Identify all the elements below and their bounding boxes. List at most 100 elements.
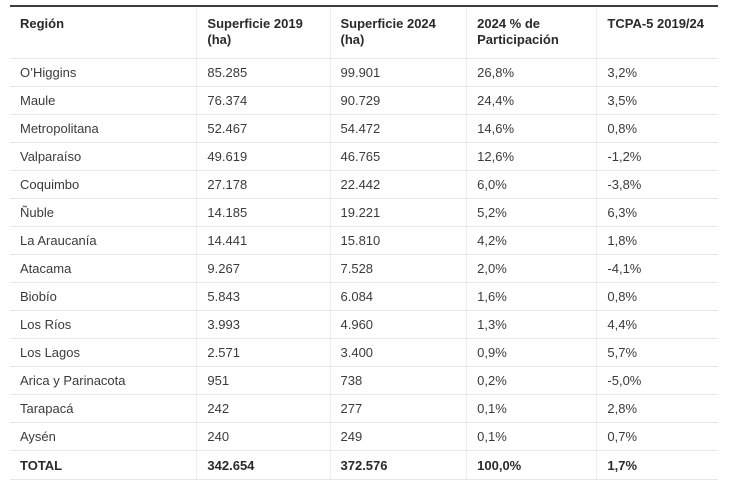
value-cell: 4,4% [596,310,718,339]
value-cell: 52.467 [196,114,330,143]
region-cell: Ñuble [10,198,197,227]
value-cell: 3,5% [596,86,718,115]
value-cell: 5,2% [466,198,597,227]
region-cell: Los Ríos [10,310,197,339]
value-cell: 49.619 [196,142,330,171]
value-cell: 76.374 [196,86,330,115]
value-cell: 5.843 [196,282,330,311]
regions-table: Región Superficie 2019 (ha) Superficie 202… [10,5,718,480]
region-cell: Valparaíso [10,142,197,171]
region-cell: Metropolitana [10,114,197,143]
value-cell: -3,8% [596,170,718,199]
value-cell: 0,2% [466,366,597,395]
total-value-cell: 100,0% [466,450,597,480]
value-cell: 2,0% [466,254,597,283]
table-header-row: Región Superficie 2019 (ha) Superficie 202… [10,5,718,59]
value-cell: 242 [196,394,330,423]
value-cell: 14.185 [196,198,330,227]
value-cell: 5,7% [596,338,718,367]
value-cell: 9.267 [196,254,330,283]
value-cell: -5,0% [596,366,718,395]
value-cell: -4,1% [596,254,718,283]
value-cell: 46.765 [329,142,467,171]
value-cell: 27.178 [196,170,330,199]
value-cell: 14.441 [196,226,330,255]
header-cell-1: Superficie 2019 (ha) [196,5,330,59]
table-row: La Araucanía 14.441 15.810 4,2% 1,8% [10,226,718,255]
region-cell: Aysén [10,422,197,451]
value-cell: 2,8% [596,394,718,423]
table-row: Ñuble 14.185 19.221 5,2% 6,3% [10,198,718,227]
value-cell: 738 [329,366,467,395]
value-cell: 0,8% [596,114,718,143]
value-cell: 99.901 [329,58,467,87]
value-cell: 90.729 [329,86,467,115]
table-footer: TOTAL 342.654 372.576 100,0% 1,7% [10,450,718,480]
value-cell: 54.472 [329,114,467,143]
table-row: Maule 76.374 90.729 24,4% 3,5% [10,86,718,115]
value-cell: 1,3% [466,310,597,339]
total-label-cell: TOTAL [10,450,197,480]
value-cell: 3.400 [329,338,467,367]
value-cell: 3.993 [196,310,330,339]
total-row: TOTAL 342.654 372.576 100,0% 1,7% [10,450,718,480]
total-value-cell: 1,7% [596,450,718,480]
table-row: Valparaíso 49.619 46.765 12,6% -1,2% [10,142,718,171]
table-row: Biobío 5.843 6.084 1,6% 0,8% [10,282,718,311]
table-header: Región Superficie 2019 (ha) Superficie 202… [10,5,718,59]
table-row: Coquimbo 27.178 22.442 6,0% -3,8% [10,170,718,199]
header-cell-0: Región [10,5,197,59]
value-cell: 1,6% [466,282,597,311]
region-cell: Maule [10,86,197,115]
total-value-cell: 372.576 [329,450,467,480]
table-body: O’Higgins 85.285 99.901 26,8% 3,2% Maule 76.37… [10,58,718,451]
region-cell: Coquimbo [10,170,197,199]
table-row: Aysén 240 249 0,1% 0,7% [10,422,718,451]
table-row: Los Ríos 3.993 4.960 1,3% 4,4% [10,310,718,339]
region-cell: O’Higgins [10,58,197,87]
value-cell: 0,1% [466,422,597,451]
region-cell: Los Lagos [10,338,197,367]
header-cell-3: 2024 % de Participación [466,5,597,59]
header-cell-2: Superficie 2024 (ha) [329,5,467,59]
value-cell: 240 [196,422,330,451]
value-cell: 2.571 [196,338,330,367]
value-cell: 4,2% [466,226,597,255]
value-cell: 951 [196,366,330,395]
table-row: Arica y Parinacota 951 738 0,2% -5,0% [10,366,718,395]
value-cell: 7.528 [329,254,467,283]
region-cell: Tarapacá [10,394,197,423]
value-cell: 4.960 [329,310,467,339]
table-row: Los Lagos 2.571 3.400 0,9% 5,7% [10,338,718,367]
value-cell: 12,6% [466,142,597,171]
value-cell: 0,9% [466,338,597,367]
value-cell: 249 [329,422,467,451]
table-row: Metropolitana 52.467 54.472 14,6% 0,8% [10,114,718,143]
value-cell: 19.221 [329,198,467,227]
value-cell: 0,7% [596,422,718,451]
value-cell: 85.285 [196,58,330,87]
value-cell: 6,0% [466,170,597,199]
region-cell: La Araucanía [10,226,197,255]
table-row: Tarapacá 242 277 0,1% 2,8% [10,394,718,423]
value-cell: 1,8% [596,226,718,255]
value-cell: 14,6% [466,114,597,143]
value-cell: 277 [329,394,467,423]
value-cell: 6.084 [329,282,467,311]
value-cell: -1,2% [596,142,718,171]
value-cell: 15.810 [329,226,467,255]
header-cell-4: TCPA-5 2019/24 [596,5,718,59]
value-cell: 26,8% [466,58,597,87]
value-cell: 24,4% [466,86,597,115]
total-value-cell: 342.654 [196,450,330,480]
value-cell: 6,3% [596,198,718,227]
value-cell: 22.442 [329,170,467,199]
value-cell: 3,2% [596,58,718,87]
regions-table-container: Región Superficie 2019 (ha) Superficie 202… [10,5,718,480]
region-cell: Arica y Parinacota [10,366,197,395]
table-row: Atacama 9.267 7.528 2,0% -4,1% [10,254,718,283]
value-cell: 0,8% [596,282,718,311]
region-cell: Atacama [10,254,197,283]
region-cell: Biobío [10,282,197,311]
table-row: O’Higgins 85.285 99.901 26,8% 3,2% [10,58,718,87]
